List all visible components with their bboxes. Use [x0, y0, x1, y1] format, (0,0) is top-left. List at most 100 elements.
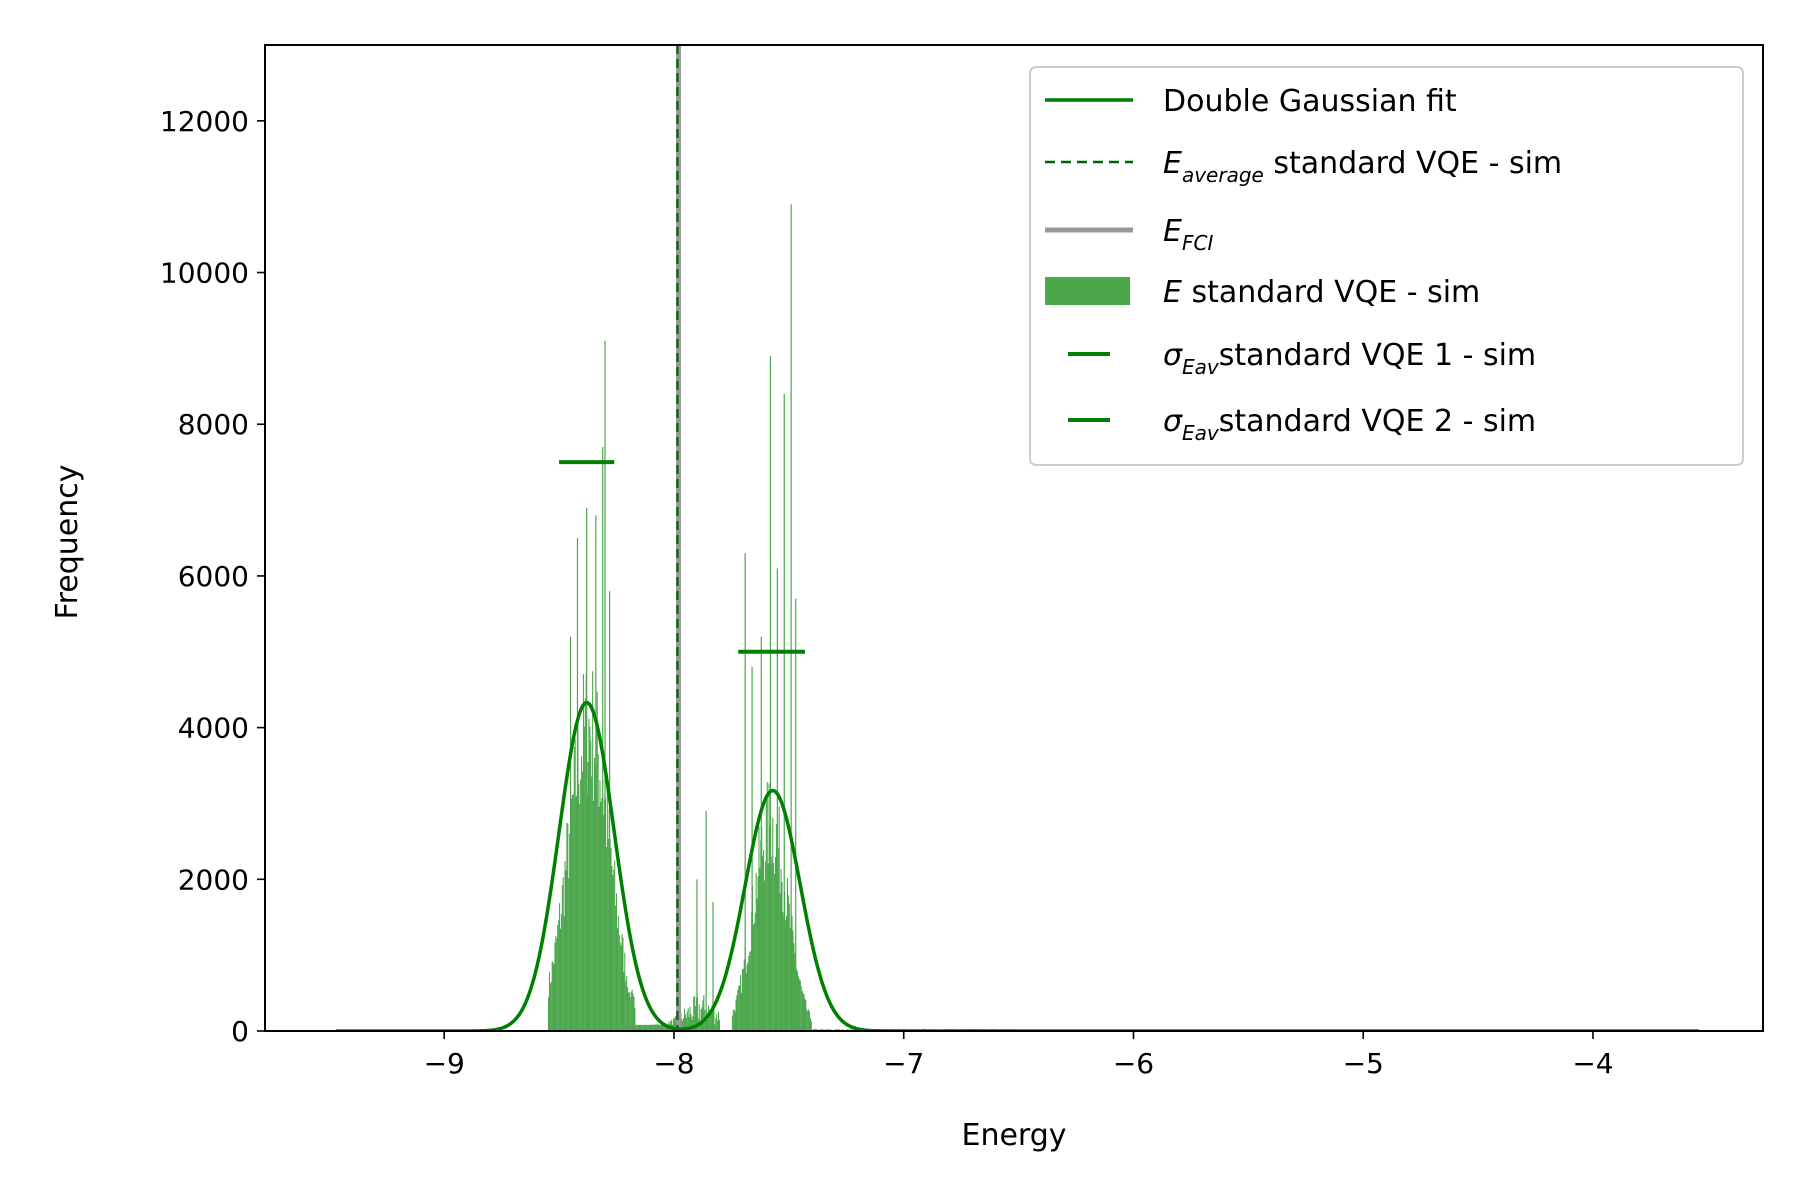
histogram-bar: [599, 780, 601, 1031]
histogram-bar: [758, 826, 760, 1031]
histogram-bar: [558, 920, 560, 1031]
histogram-bar: [807, 1011, 809, 1031]
histogram-bar: [764, 861, 766, 1031]
histogram-bar: [630, 991, 632, 1031]
histogram-bar: [741, 969, 743, 1031]
histogram-bar: [745, 973, 747, 1031]
histogram-bar: [687, 1008, 689, 1031]
histogram-bar: [620, 945, 622, 1031]
histogram-bar: [786, 916, 788, 1031]
histogram-spike: [790, 204, 792, 1031]
histogram-bar: [641, 1024, 643, 1031]
histogram-spike: [576, 538, 579, 1031]
histogram-bar: [786, 878, 788, 1031]
y-tick-label: 6000: [178, 560, 249, 593]
histogram-bar: [612, 875, 614, 1031]
legend-label-sigma-2: σEavstandard VQE 2 - sim: [1163, 404, 1536, 445]
histogram-bar: [693, 996, 695, 1031]
histogram-bar: [803, 994, 805, 1031]
histogram-bar: [842, 1028, 844, 1031]
histogram-bar: [787, 895, 789, 1031]
histogram-bar: [793, 943, 795, 1031]
histogram-bar: [766, 782, 768, 1031]
histogram-bar: [559, 928, 561, 1031]
histogram-spike: [760, 636, 762, 1031]
histogram-bar: [629, 997, 631, 1031]
histogram-bar: [606, 785, 608, 1031]
histogram-bar: [600, 802, 602, 1031]
histogram-bar: [684, 1008, 686, 1031]
histogram-bar: [648, 1024, 650, 1031]
histogram-spike: [604, 340, 606, 1031]
histogram-bar: [556, 938, 558, 1031]
histogram-bar: [694, 995, 696, 1031]
histogram-bar: [752, 924, 754, 1031]
histogram-bar: [631, 989, 633, 1031]
histogram-bar: [655, 1024, 657, 1031]
histogram-bar: [607, 838, 609, 1031]
y-tick-label: 0: [231, 1015, 249, 1048]
histogram-bar: [695, 1006, 697, 1031]
histogram-bar: [815, 1028, 817, 1031]
histogram-bar: [692, 1016, 694, 1031]
histogram-bar: [672, 1018, 675, 1031]
histogram-bar: [645, 1024, 647, 1031]
histogram-bar: [634, 1008, 636, 1031]
histogram-bar: [799, 980, 801, 1031]
double-gaussian-fit-line: [336, 700, 1699, 1031]
histogram-bar: [643, 1024, 645, 1031]
histogram-spike: [705, 811, 707, 1031]
histogram-bar: [646, 1024, 648, 1031]
histogram-bar: [624, 952, 626, 1031]
histogram-bar: [685, 1017, 687, 1031]
histogram-bar: [611, 866, 613, 1031]
histogram-bar: [736, 995, 738, 1031]
histogram-bar: [619, 942, 621, 1031]
y-tick-label: 2000: [178, 863, 249, 896]
histogram-bar: [791, 916, 793, 1031]
histogram-bar: [596, 691, 598, 1031]
histogram-bar: [690, 1014, 692, 1031]
histogram-bar: [635, 1024, 637, 1031]
histogram-bar: [597, 754, 599, 1031]
histogram-bar: [582, 674, 584, 1031]
legend-label-fit: Double Gaussian fit: [1163, 84, 1457, 119]
histogram-bar: [709, 1009, 711, 1031]
histogram-bar: [581, 756, 583, 1031]
histogram-bar: [771, 856, 773, 1031]
histogram-bar: [557, 925, 559, 1031]
histogram-bar: [564, 861, 566, 1031]
histogram-spike: [744, 553, 746, 1031]
histogram-bar: [653, 1024, 655, 1031]
histogram-bar: [656, 1024, 658, 1031]
histogram-spike: [569, 636, 572, 1031]
histogram-bar: [740, 992, 743, 1031]
histogram-bar: [820, 1028, 822, 1031]
histogram-bar: [615, 905, 617, 1031]
histogram-bar: [796, 969, 798, 1031]
histogram-spike: [712, 902, 714, 1031]
histogram-bar: [644, 1024, 646, 1031]
histogram-bar: [802, 992, 804, 1031]
histogram-bar: [601, 797, 603, 1031]
histogram-bar: [605, 846, 607, 1031]
histogram-bar: [663, 1023, 665, 1031]
histogram-bar: [681, 1018, 683, 1031]
histogram-bar: [623, 972, 625, 1031]
histogram-bar: [548, 971, 550, 1031]
histogram-bar: [810, 1021, 812, 1031]
histogram-bar: [579, 803, 581, 1031]
histogram-bar: [568, 878, 570, 1031]
histogram-bar: [621, 934, 623, 1031]
x-tick-label: −6: [1113, 1047, 1154, 1080]
histogram-spike: [595, 515, 597, 1031]
histogram-bar: [788, 903, 790, 1031]
histogram-bar: [763, 849, 765, 1031]
histogram-spike: [769, 355, 772, 1031]
histogram-bar: [610, 847, 612, 1031]
histogram-bar: [812, 1028, 814, 1031]
histogram-bar: [792, 930, 794, 1031]
histogram-bar: [774, 874, 776, 1031]
histogram-bar: [589, 726, 591, 1031]
histogram-bar: [550, 981, 552, 1031]
